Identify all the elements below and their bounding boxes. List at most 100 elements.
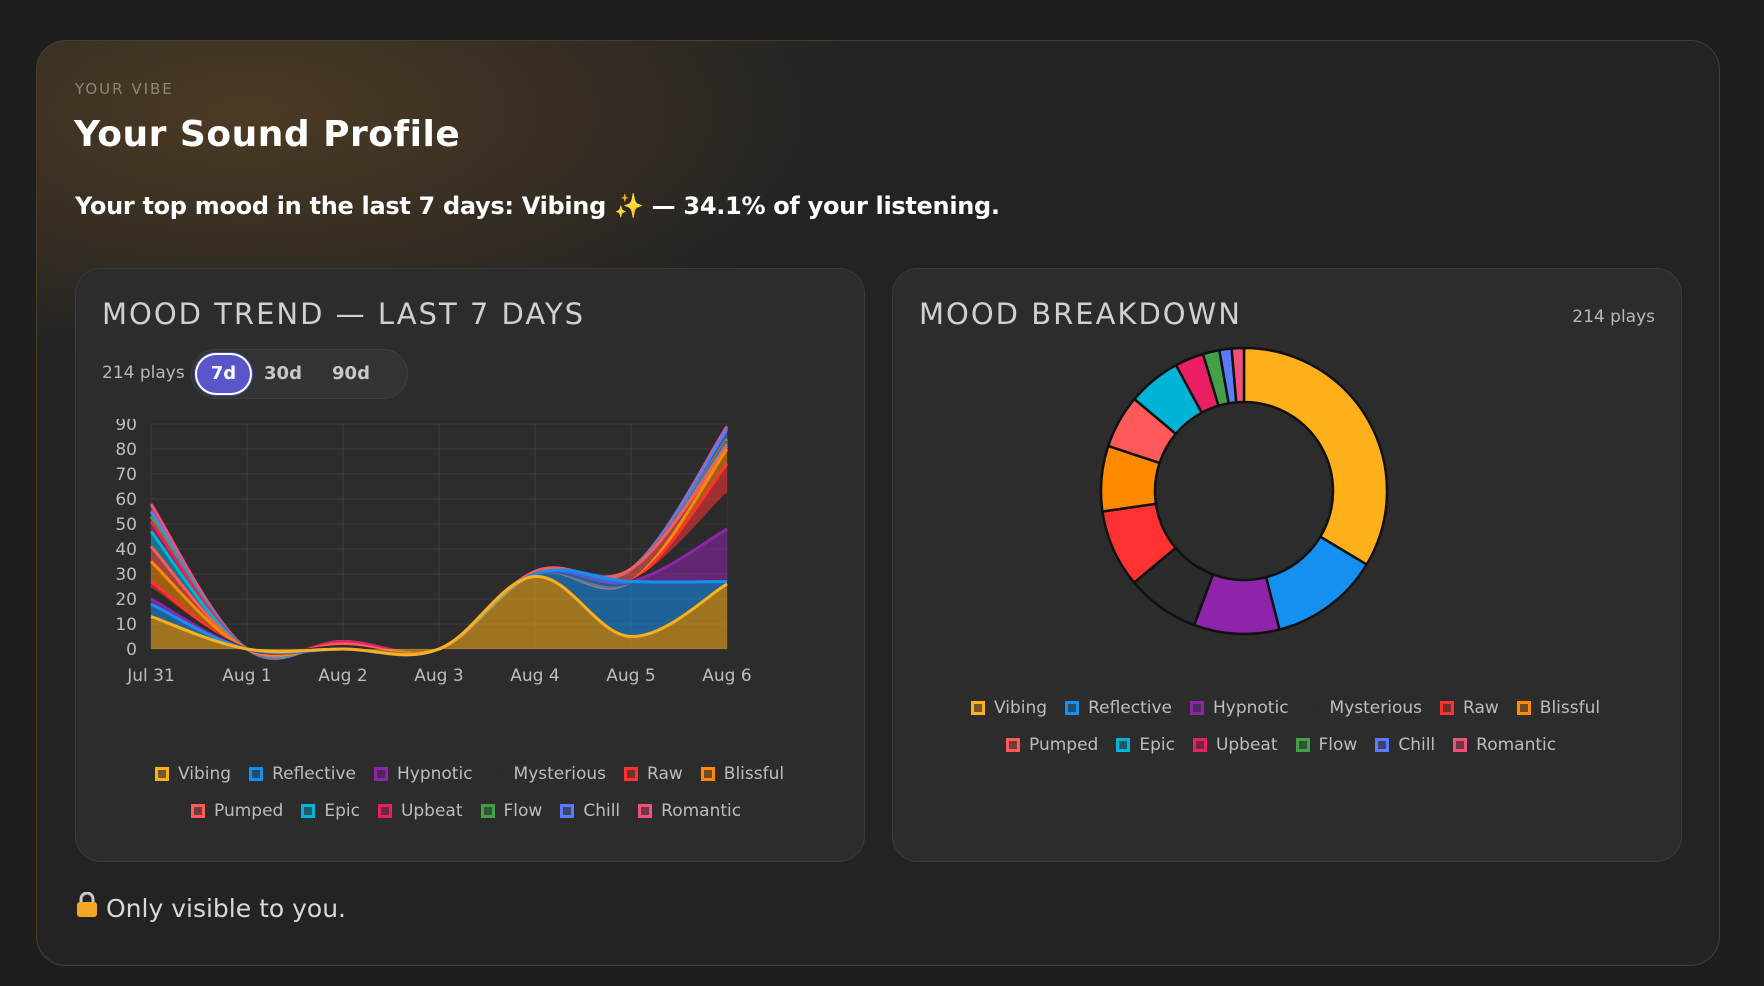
y-tick-label: 0 <box>126 640 137 660</box>
legend-label: Flow <box>1318 735 1358 755</box>
legend-label: Upbeat <box>1215 735 1278 755</box>
legend-swatch <box>1516 701 1531 715</box>
breakdown-legend-blissful[interactable]: Blissful <box>1516 698 1601 718</box>
legend-swatch <box>1006 738 1020 752</box>
legend-swatch <box>700 767 715 781</box>
x-tick-label: Aug 2 <box>318 666 367 686</box>
lock-icon <box>76 891 98 924</box>
x-tick-label: Aug 6 <box>702 666 751 686</box>
legend-swatch <box>624 767 639 781</box>
line-vibing <box>150 574 728 657</box>
breakdown-legend-pumped[interactable]: Pumped <box>1006 735 1098 755</box>
legend-swatch <box>1190 701 1204 715</box>
x-tick-label: Aug 3 <box>414 666 463 686</box>
mood-trend-panel: MOOD TREND — LAST 7 DAYS 214 plays 7d 30… <box>75 268 865 862</box>
legend-label: Romantic <box>661 801 742 821</box>
legend-swatch <box>301 804 316 818</box>
mood-breakdown-donut <box>1099 346 1389 636</box>
y-tick-label: 70 <box>115 465 137 485</box>
trend-legend-mysterious[interactable]: Mysterious <box>490 764 606 784</box>
breakdown-legend-romantic[interactable]: Romantic <box>1453 735 1556 755</box>
legend-label: Romantic <box>1476 735 1557 755</box>
y-tick-label: 50 <box>115 515 137 535</box>
x-tick-label: Aug 4 <box>510 666 559 686</box>
x-tick-label: Aug 5 <box>606 666 655 686</box>
trend-legend-reflective[interactable]: Reflective <box>249 764 356 784</box>
breakdown-legend-mysterious[interactable]: Mysterious <box>1306 698 1423 718</box>
trend-legend-vibing[interactable]: Vibing <box>155 764 231 784</box>
legend-label: Mysterious <box>1329 698 1423 718</box>
legend-swatch <box>249 767 264 781</box>
legend-label: Pumped <box>1029 735 1099 755</box>
legend-swatch <box>155 767 169 781</box>
slice-vibing <box>1242 346 1389 567</box>
legend-swatch <box>638 804 653 818</box>
breakdown-legend-hypnotic[interactable]: Hypnotic <box>1190 698 1289 718</box>
legend-label: Epic <box>324 801 360 821</box>
y-tick-label: 30 <box>115 565 137 585</box>
mood-breakdown-panel: MOOD BREAKDOWN 214 plays Vibing Reflectiv… <box>892 268 1682 862</box>
mood-trend-chart: 0 10 20 30 40 50 60 70 80 90 Jul 31 Aug 1 Aug 2 Aug 3… <box>115 419 751 686</box>
range-30d-button[interactable]: 30d <box>264 363 302 384</box>
legend-swatch <box>191 804 205 818</box>
mood-breakdown-title: MOOD BREAKDOWN <box>919 297 1242 331</box>
legend-swatch <box>1453 738 1468 752</box>
legend-swatch <box>1295 738 1310 752</box>
range-90d-button[interactable]: 90d <box>332 363 370 384</box>
trend-legend-chill[interactable]: Chill <box>560 801 620 821</box>
trend-legend-raw[interactable]: Raw <box>624 764 683 784</box>
y-tick-label: 20 <box>115 590 137 610</box>
trend-legend-hypnotic[interactable]: Hypnotic <box>374 764 473 784</box>
legend-label: Hypnotic <box>397 764 473 784</box>
breakdown-legend-epic[interactable]: Epic <box>1116 735 1175 755</box>
legend-swatch <box>1192 738 1207 752</box>
y-tick-label: 60 <box>115 490 137 510</box>
legend-swatch <box>1375 738 1390 752</box>
range-7d-button[interactable]: 7d <box>195 353 252 395</box>
area-vibing <box>151 576 727 655</box>
legend-label: Flow <box>503 801 543 821</box>
range-selector: 7d 30d 90d <box>191 349 408 399</box>
page-title: Your Sound Profile <box>74 114 461 155</box>
privacy-note: Only visible to you. <box>76 891 346 924</box>
legend-label: Vibing <box>994 698 1048 718</box>
breakdown-legend-flow[interactable]: Flow <box>1295 735 1358 755</box>
trend-legend-flow[interactable]: Flow <box>480 801 543 821</box>
x-tick-label: Jul 31 <box>126 666 175 686</box>
legend-label: Chill <box>1398 735 1436 755</box>
area-reflective <box>151 569 727 655</box>
legend-label: Reflective <box>1088 698 1172 718</box>
legend-swatch <box>1440 701 1455 715</box>
trend-legend-epic[interactable]: Epic <box>301 801 360 821</box>
breakdown-legend-reflective[interactable]: Reflective <box>1065 698 1172 718</box>
legend-label: Raw <box>1463 698 1499 718</box>
trend-legend-upbeat[interactable]: Upbeat <box>377 801 463 821</box>
breakdown-legend-chill[interactable]: Chill <box>1375 735 1435 755</box>
x-tick-label: Aug 1 <box>222 666 271 686</box>
breakdown-plays-count: 214 plays <box>1572 307 1655 327</box>
y-tick-label: 40 <box>115 540 137 560</box>
legend-swatch <box>490 767 505 781</box>
breakdown-legend-vibing[interactable]: Vibing <box>971 698 1047 718</box>
breakdown-legend-row-1: Vibing Reflective Hypnotic Mysterious Raw Bli… <box>971 698 1600 718</box>
trend-legend-row-2: Pumped Epic Upbeat Flow Chill Romantic <box>191 801 741 821</box>
trend-plays-count: 214 plays <box>102 363 185 383</box>
trend-legend-row-1: Vibing Reflective Hypnotic Mysterious Raw Bli… <box>155 764 784 784</box>
trend-legend-pumped[interactable]: Pumped <box>191 801 283 821</box>
legend-swatch <box>374 767 388 781</box>
y-tick-label: 10 <box>115 615 137 635</box>
trend-legend-romantic[interactable]: Romantic <box>638 801 741 821</box>
y-tick-label: 90 <box>115 419 137 435</box>
breakdown-legend-raw[interactable]: Raw <box>1440 698 1499 718</box>
legend-label: Pumped <box>214 801 284 821</box>
breakdown-legend-upbeat[interactable]: Upbeat <box>1192 735 1278 755</box>
legend-label: Reflective <box>272 764 356 784</box>
legend-label: Raw <box>647 764 683 784</box>
legend-swatch <box>1065 701 1080 715</box>
top-mood-summary: Your top mood in the last 7 days: Vibing… <box>75 192 1000 220</box>
privacy-note-text: Only visible to you. <box>106 893 346 923</box>
legend-label: Epic <box>1139 735 1175 755</box>
legend-label: Blissful <box>1539 698 1601 718</box>
legend-swatch <box>377 804 392 818</box>
trend-legend-blissful[interactable]: Blissful <box>700 764 784 784</box>
